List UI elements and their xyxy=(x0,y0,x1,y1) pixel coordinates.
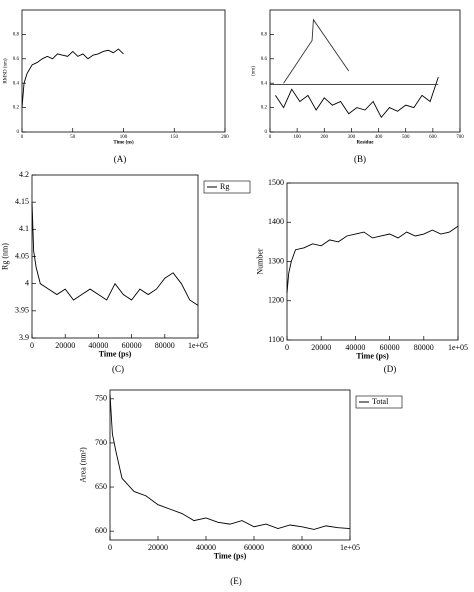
x-tick-label: 150 xyxy=(171,135,179,140)
x-tick-label: 0 xyxy=(108,543,112,552)
y-tick-label: 650 xyxy=(95,482,107,491)
y-tick-label: 1300 xyxy=(268,256,284,265)
x-axis-label: Time (ps) xyxy=(214,552,247,561)
x-tick-label: 40000 xyxy=(345,343,365,352)
plot-frame xyxy=(269,9,461,133)
x-tick-label: 20000 xyxy=(55,341,75,350)
y-axis-label: Number xyxy=(255,248,264,275)
x-axis-label: Residue xyxy=(357,141,375,146)
data-line xyxy=(286,225,459,293)
y-axis-label: Rg (nm) xyxy=(0,243,9,270)
x-axis-label: Time (ps) xyxy=(356,352,389,361)
x-tick-label: 80000 xyxy=(414,343,434,352)
x-tick-label: 0 xyxy=(30,341,34,350)
y-tick-label: 0.2 xyxy=(261,106,268,111)
y-tick-label: 0.4 xyxy=(13,81,20,86)
y-tick-label: 4.15 xyxy=(15,197,29,206)
x-axis-label: Time (ps) xyxy=(99,350,132,359)
x-tick-label: 40000 xyxy=(88,341,108,350)
x-tick-label: 0 xyxy=(285,343,289,352)
x-tick-label: 0 xyxy=(269,135,272,140)
x-tick-label: 60000 xyxy=(244,543,264,552)
y-tick-label: 3.95 xyxy=(15,306,29,315)
y-tick-label: 0 xyxy=(265,130,268,135)
x-axis-label: Time (ns) xyxy=(113,141,134,146)
legend-box xyxy=(203,180,251,194)
x-tick-label: 0 xyxy=(21,135,24,140)
y-tick-label: 0.6 xyxy=(13,57,20,62)
x-tick-label: 80000 xyxy=(292,543,312,552)
y-tick-label: 1100 xyxy=(268,335,284,344)
data-line xyxy=(31,202,199,306)
x-tick-label: 300 xyxy=(348,135,356,140)
x-tick-label: 1e+05 xyxy=(340,543,360,552)
x-tick-label: 80000 xyxy=(155,341,175,350)
panel-label: (E) xyxy=(230,576,242,586)
plot-frame xyxy=(109,389,351,541)
x-tick-label: 50 xyxy=(70,135,76,140)
x-tick-label: 40000 xyxy=(196,543,216,552)
plot-frame xyxy=(31,174,199,339)
data-line xyxy=(275,76,439,119)
data-line xyxy=(283,18,350,84)
y-tick-label: 700 xyxy=(95,438,107,447)
y-tick-label: 3.9 xyxy=(19,333,29,342)
x-tick-label: 400 xyxy=(375,135,383,140)
x-tick-label: 1e+05 xyxy=(188,341,208,350)
y-tick-label: 4 xyxy=(25,278,29,287)
x-tick-label: 500 xyxy=(402,135,410,140)
y-tick-label: 4.2 xyxy=(19,170,29,179)
legend-label: Total xyxy=(372,397,389,406)
panel-label: (C) xyxy=(112,364,124,374)
y-tick-label: 0.4 xyxy=(261,81,268,86)
y-axis-label: Area (nm²) xyxy=(78,447,87,483)
panel-label: (B) xyxy=(354,154,366,164)
y-tick-label: 0.8 xyxy=(261,33,268,38)
y-tick-label: 4.05 xyxy=(15,251,29,260)
y-tick-label: 1400 xyxy=(268,217,284,226)
x-tick-label: 20000 xyxy=(148,543,168,552)
plot-frame xyxy=(21,9,226,133)
x-tick-label: 700 xyxy=(456,135,464,140)
x-tick-label: 100 xyxy=(293,135,301,140)
y-axis-label: (nm) xyxy=(252,66,257,76)
y-tick-label: 0.8 xyxy=(13,33,20,38)
y-axis-label: RMSD (nm) xyxy=(4,58,9,83)
plot-frame xyxy=(286,182,459,341)
y-tick-label: 0.6 xyxy=(261,57,268,62)
y-tick-label: 4.1 xyxy=(19,224,29,233)
x-tick-label: 1e+05 xyxy=(448,343,468,352)
y-tick-label: 0 xyxy=(17,130,20,135)
y-tick-label: 750 xyxy=(95,394,107,403)
y-tick-label: 0.2 xyxy=(13,106,20,111)
x-tick-label: 600 xyxy=(429,135,437,140)
x-tick-label: 20000 xyxy=(311,343,331,352)
y-tick-label: 600 xyxy=(95,526,107,535)
legend-label: Rg xyxy=(220,182,229,191)
legend-box xyxy=(355,395,403,409)
data-line xyxy=(21,48,124,108)
data-line xyxy=(109,394,351,530)
panel-label: (A) xyxy=(114,154,127,164)
x-tick-label: 100 xyxy=(120,135,128,140)
x-tick-label: 60000 xyxy=(380,343,400,352)
panel-label: (D) xyxy=(384,364,397,374)
y-tick-label: 1200 xyxy=(268,296,284,305)
x-tick-label: 60000 xyxy=(122,341,142,350)
x-tick-label: 200 xyxy=(321,135,329,140)
x-tick-label: 200 xyxy=(221,135,229,140)
y-tick-label: 1500 xyxy=(268,178,284,187)
